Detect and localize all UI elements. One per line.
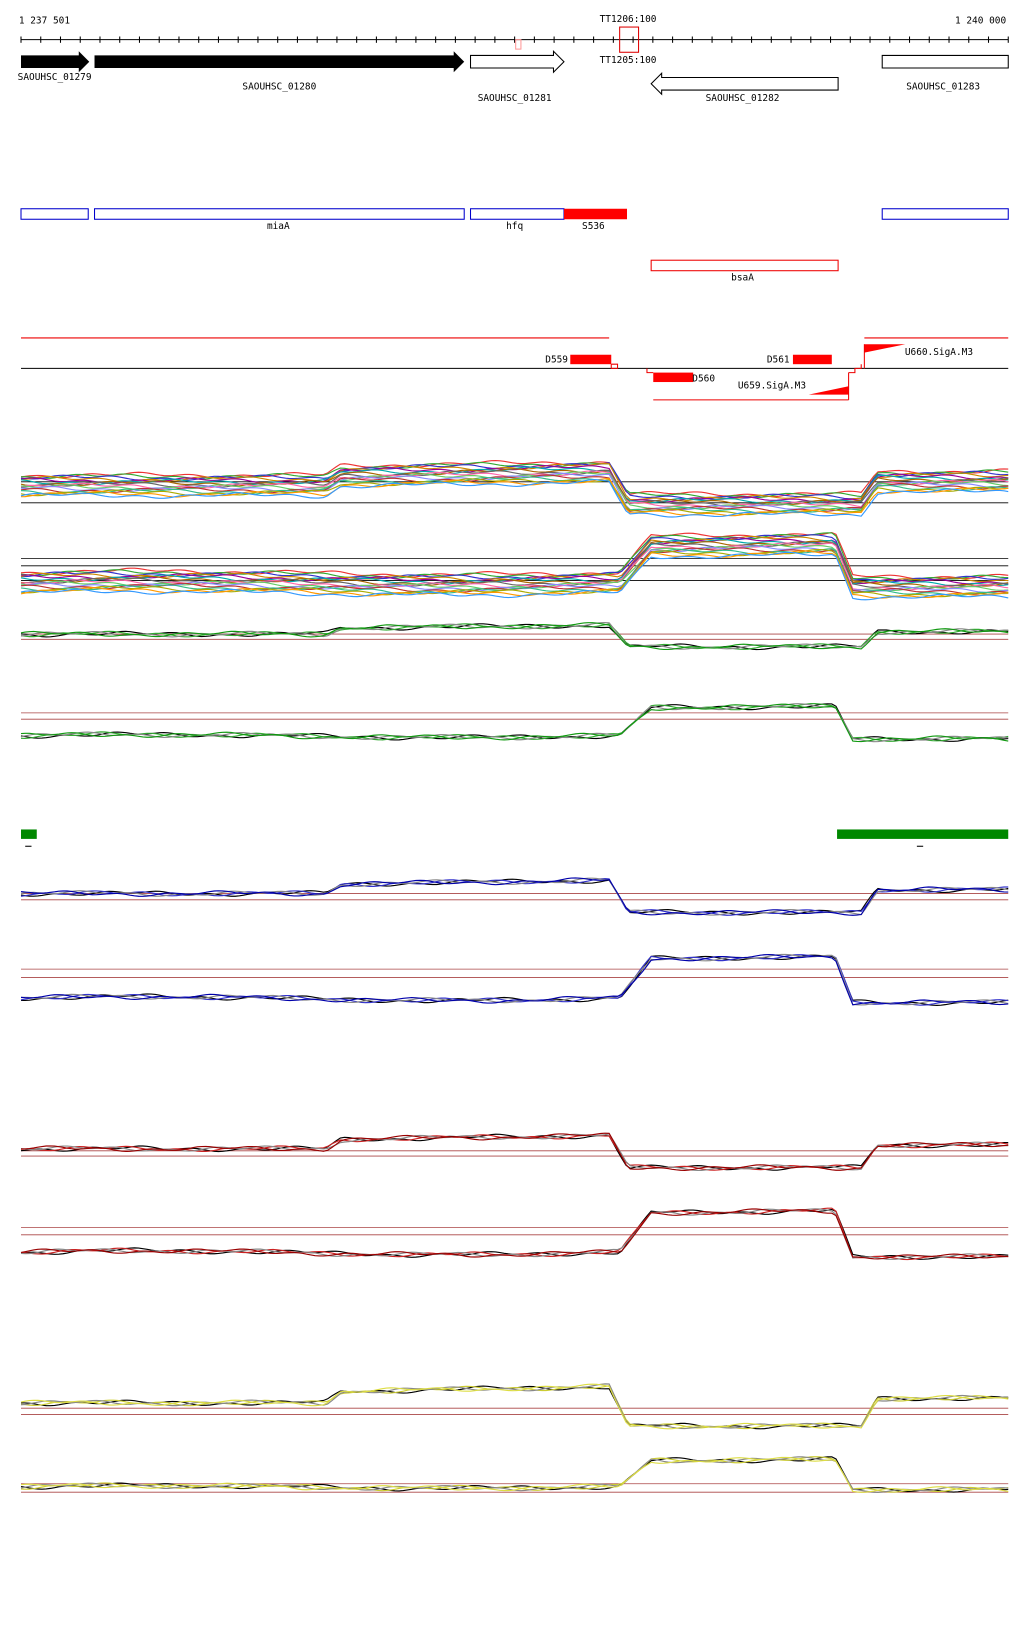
segment-label: D561 xyxy=(767,354,790,365)
operon-label: hfq xyxy=(506,221,523,232)
trace xyxy=(20,877,1009,916)
expression-traces xyxy=(20,460,1009,1493)
bar xyxy=(21,829,37,839)
segments: D559 D560 D561 U659.SigA.M3 U660.SigA.M3 xyxy=(21,337,1009,401)
segment xyxy=(570,354,612,365)
operon-box xyxy=(20,208,89,220)
ruler-ticks xyxy=(20,36,1009,43)
antisense-box xyxy=(650,259,839,272)
ruler-start: 1 237 501 xyxy=(19,15,70,26)
gene-label: SAOUHSC_01281 xyxy=(478,93,552,104)
gene-box xyxy=(881,54,1009,69)
trace xyxy=(20,472,1009,511)
gene-label: SAOUHSC_01280 xyxy=(242,81,316,92)
green-bars xyxy=(21,829,1009,847)
operons: miaA hfq S536 bsaA xyxy=(20,208,1009,284)
operon-label: S536 xyxy=(582,221,605,232)
segment-edge xyxy=(646,368,654,374)
trace xyxy=(20,1208,1009,1260)
promoter xyxy=(808,386,849,395)
gene-label: SAOUHSC_01283 xyxy=(906,81,980,92)
ruler: 1 237 501 1 240 000 TT1206:100 TT1205:10… xyxy=(19,14,1009,66)
trace xyxy=(20,1456,1009,1493)
trace xyxy=(20,622,1009,651)
trace xyxy=(20,953,1009,1006)
operon-box xyxy=(881,208,1009,220)
promoter xyxy=(864,344,906,353)
segment xyxy=(653,372,694,383)
genes: SAOUHSC_01279 SAOUHSC_01280 SAOUHSC_0128… xyxy=(18,49,1009,104)
gene-arrow xyxy=(469,49,565,74)
ruler-end: 1 240 000 xyxy=(955,15,1006,26)
trace xyxy=(20,464,1009,503)
terminator-box xyxy=(515,39,522,50)
trace xyxy=(20,531,1009,580)
bar xyxy=(837,829,1009,839)
segment-label: D560 xyxy=(692,373,715,384)
operon-box xyxy=(93,208,465,220)
segment-label: U660.SigA.M3 xyxy=(905,347,973,358)
trace xyxy=(20,1208,1009,1260)
trace xyxy=(21,1132,1009,1171)
operon-box xyxy=(469,208,565,220)
gene-label: SAOUHSC_01279 xyxy=(18,72,92,83)
terminator-label: TT1206:100 xyxy=(600,14,657,25)
segment xyxy=(792,354,832,365)
gene-arrow xyxy=(650,71,839,96)
trace xyxy=(20,479,1009,518)
segment-label: U659.SigA.M3 xyxy=(738,381,806,392)
operon-label: miaA xyxy=(267,221,290,232)
trace xyxy=(20,541,1009,590)
trace xyxy=(20,477,1009,517)
trace xyxy=(20,1385,1009,1430)
gene-arrow xyxy=(21,51,90,73)
trace xyxy=(20,460,1009,498)
terminator-box xyxy=(619,26,640,53)
trace xyxy=(20,1383,1009,1430)
segment-edge xyxy=(610,363,619,369)
trace xyxy=(20,1385,1009,1430)
trace xyxy=(20,551,1009,601)
trace xyxy=(20,621,1009,650)
trace xyxy=(20,1134,1009,1171)
trace xyxy=(20,532,1009,582)
segment-edge xyxy=(848,364,862,374)
antisense-label: bsaA xyxy=(731,273,754,284)
terminator-label: TT1205:100 xyxy=(600,55,657,66)
gene-arrow xyxy=(94,51,465,73)
trace xyxy=(20,703,1009,743)
trace xyxy=(20,1133,1009,1171)
gene-label: SAOUHSC_01282 xyxy=(706,93,780,104)
trace xyxy=(20,469,1009,507)
srna-box xyxy=(563,208,628,220)
trace xyxy=(20,548,1009,597)
trace xyxy=(20,1383,1009,1430)
trace xyxy=(20,703,1009,743)
trace xyxy=(20,877,1009,916)
segment-label: D559 xyxy=(545,354,568,365)
trace xyxy=(20,1456,1009,1493)
